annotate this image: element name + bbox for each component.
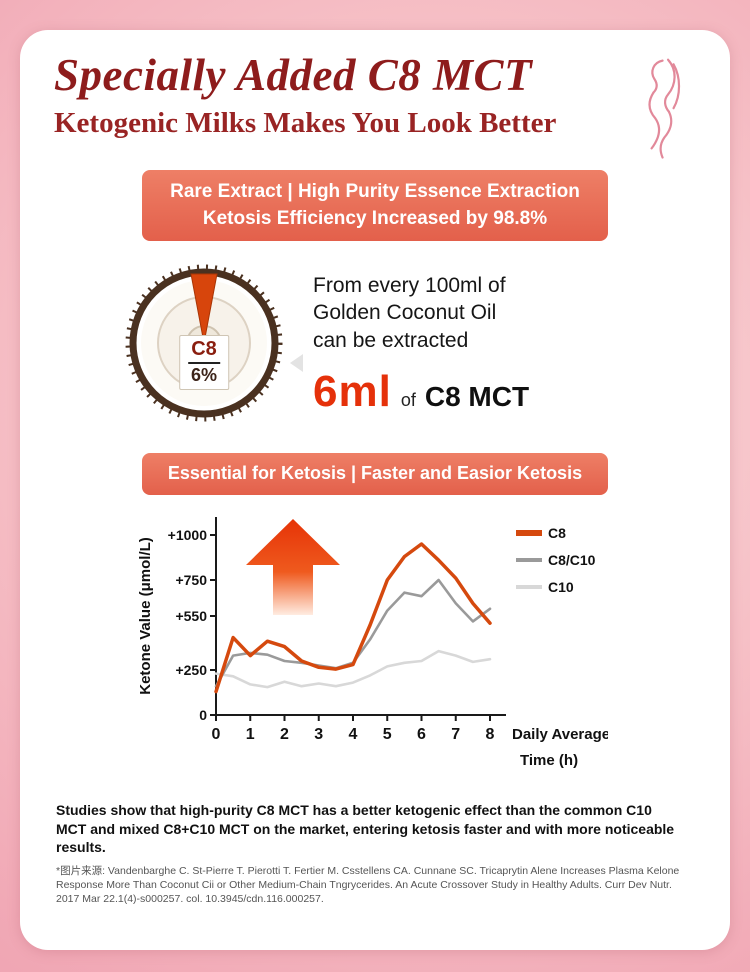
citation-text: *图片来源: Vandenbarghe C. St-Pierre T. Pier… (56, 865, 680, 905)
c8-fraction-label: C8 6% (179, 335, 229, 391)
series-C10 (214, 649, 492, 689)
extraction-description: From every 100ml of Golden Coconut Oil c… (313, 272, 529, 356)
content-card: Specially Added C8 MCT Ketogenic Milks M… (20, 30, 730, 950)
y-axis-title: Ketone Value (μmol/L) (138, 537, 154, 695)
desc-line-1: From every 100ml of (313, 273, 506, 297)
y-tick-label: +250 (175, 662, 207, 678)
legend-label-C8/C10: C8/C10 (548, 552, 596, 568)
series-C8 (214, 541, 492, 693)
legend-label-C8: C8 (548, 525, 566, 541)
extraction-section: C8 6% From every 100ml of Golden Coconut… (124, 263, 696, 423)
x-tick-label: 8 (486, 726, 495, 743)
of-word: of (400, 390, 416, 411)
coconut-illustration: C8 6% (124, 263, 284, 423)
x-tick-label: 1 (246, 726, 255, 743)
x-tick-label: 4 (349, 726, 358, 743)
x-axis-title-2: Time (h) (520, 752, 578, 769)
x-axis-title-1: Daily Average (512, 726, 608, 743)
series-C8/C10 (214, 578, 492, 688)
rare-extract-banner: Rare Extract | High Purity Essence Extra… (142, 170, 608, 242)
extraction-text: From every 100ml of Golden Coconut Oil c… (313, 270, 529, 418)
fraction-numerator: C8 (188, 338, 220, 365)
woman-silhouette-icon (648, 58, 681, 159)
desc-line-2: Golden Coconut Oil (313, 301, 497, 325)
y-tick-label: +550 (175, 608, 207, 624)
x-tick-label: 5 (383, 726, 392, 743)
x-tick-label: 6 (417, 726, 426, 743)
banner-line-1: Rare Extract | High Purity Essence Extra… (170, 181, 580, 203)
c8-wedge (190, 273, 218, 344)
ketone-chart: 0 1 2 3 4 5 6 7 8 0 +250 +550 +750 +1000 C8 C8/C10 C10 Ke… (138, 505, 696, 787)
amount-value: 6ml (313, 367, 392, 417)
x-tick-label: 0 (212, 726, 221, 743)
y-tick-label: +1000 (168, 527, 208, 543)
y-tick-label: 0 (199, 707, 207, 723)
product-name: C8 MCT (424, 381, 530, 413)
page-subtitle: Ketogenic Milks Makes You Look Better (54, 107, 557, 140)
y-tick-label: +750 (175, 572, 207, 588)
title-block: Specially Added C8 MCT Ketogenic Milks M… (54, 50, 696, 140)
banner-line: Essential for Ketosis | Faster and Easio… (167, 463, 583, 484)
x-tick-label: 2 (280, 726, 289, 743)
ketosis-up-arrow (246, 518, 340, 615)
legend-label-C10: C10 (548, 579, 574, 595)
header: Specially Added C8 MCT Ketogenic Milks M… (54, 50, 696, 159)
extraction-highlight: 6ml of C8 MCT (313, 367, 529, 417)
banner-line-2: Ketosis Efficiency Increased by 98.8% (202, 207, 548, 229)
page-title: Specially Added C8 MCT (54, 50, 533, 100)
study-summary: Studies show that high-purity C8 MCT has… (56, 801, 675, 856)
essential-banner: Essential for Ketosis | Faster and Easio… (141, 453, 609, 495)
ketone-chart-svg: 0 1 2 3 4 5 6 7 8 0 +250 +550 +750 +1000 C8 C8/C10 C10 Ke… (138, 516, 608, 769)
desc-line-3: can be extracted (313, 329, 469, 353)
callout-pointer-icon (290, 354, 303, 373)
fraction-denominator: 6% (190, 365, 218, 386)
x-tick-label: 3 (314, 726, 323, 743)
x-tick-label: 7 (451, 726, 460, 743)
